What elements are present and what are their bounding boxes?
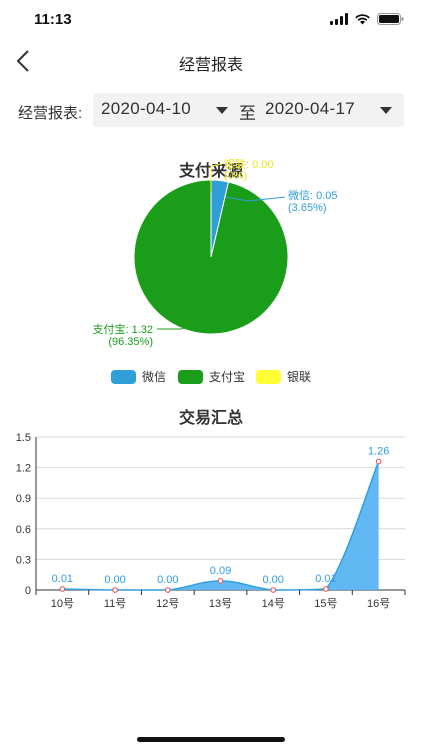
data-label: 0.00 bbox=[263, 574, 284, 586]
filter-label: 经营报表: bbox=[18, 105, 83, 122]
home-indicator bbox=[137, 737, 285, 742]
back-button[interactable] bbox=[10, 46, 38, 76]
legend-swatch-unionpay bbox=[256, 370, 281, 384]
legend-swatch-alipay bbox=[178, 370, 203, 384]
cellular-signal-icon bbox=[330, 13, 348, 25]
pie-legend: 微信 支付宝 银联 bbox=[111, 370, 311, 384]
data-label: 0.00 bbox=[157, 574, 178, 586]
x-tick-label: 11号 bbox=[104, 597, 126, 610]
pie-label-name-wechat: 微信: 0.05 bbox=[288, 188, 338, 202]
x-tick-label: 10号 bbox=[51, 597, 74, 610]
pie-label-pct-alipay: (96.35%) bbox=[108, 336, 153, 348]
x-tick-label: 15号 bbox=[314, 597, 337, 610]
end-date-dropdown-icon[interactable] bbox=[380, 107, 392, 114]
legend-item-alipay[interactable]: 支付宝 bbox=[178, 370, 245, 384]
wifi-icon bbox=[355, 14, 370, 25]
pie-label-pct-wechat: (3.65%) bbox=[288, 202, 327, 214]
data-label: 0.01 bbox=[315, 573, 336, 585]
data-point[interactable] bbox=[112, 587, 118, 593]
legend-label-unionpay: 银联 bbox=[287, 370, 311, 384]
nav-bar: 经营报表 bbox=[0, 42, 422, 82]
data-point[interactable] bbox=[270, 587, 277, 593]
line-axes: 0 0.3 0.6 0.9 1.2 1.5 10号 11号 12号 13号 14号 15号 16号 bbox=[16, 432, 406, 610]
pie-slices bbox=[133, 179, 289, 335]
start-date-dropdown-icon[interactable] bbox=[216, 107, 228, 114]
date-range-box: 2020-04-10 至 2020-04-17 bbox=[93, 93, 404, 127]
y-tick-label: 0.3 bbox=[16, 554, 31, 566]
pie-label-pct-unionpay: (0%) bbox=[224, 170, 247, 182]
x-tick-label: 16号 bbox=[367, 597, 390, 610]
x-tick-label: 12号 bbox=[156, 597, 179, 610]
data-point[interactable] bbox=[217, 578, 224, 584]
date-filter: 经营报表: 2020-04-10 至 2020-04-17 bbox=[0, 93, 422, 129]
legend-label-wechat: 微信 bbox=[142, 370, 166, 384]
payment-source-chart: 支付来源 微信: 0.05 (3.65%) 支付宝: 1.32 (96.35%)… bbox=[92, 157, 338, 384]
line-series: 0.01 0.00 0.00 0.09 0.00 0.01 1.26 bbox=[52, 445, 389, 593]
pie-leader-alipay bbox=[157, 315, 208, 330]
legend-item-unionpay[interactable]: 银联 bbox=[256, 370, 311, 384]
y-tick-label: 1.2 bbox=[16, 463, 31, 475]
date-separator: 至 bbox=[239, 104, 256, 123]
pie-label-name-alipay: 支付宝: 1.32 bbox=[92, 322, 153, 336]
x-tick-label: 14号 bbox=[262, 597, 285, 610]
legend-label-alipay: 支付宝 bbox=[209, 370, 245, 384]
end-date-select[interactable]: 2020-04-17 bbox=[265, 99, 355, 118]
legend-swatch-wechat bbox=[111, 370, 136, 384]
data-point[interactable] bbox=[164, 587, 171, 593]
pie-leader-wechat bbox=[225, 196, 286, 202]
page-title: 经营报表 bbox=[178, 57, 243, 74]
status-bar: 11:13 bbox=[0, 0, 422, 40]
legend-item-wechat[interactable]: 微信 bbox=[111, 370, 166, 384]
data-point[interactable] bbox=[59, 586, 66, 592]
data-label: 0.09 bbox=[210, 565, 231, 577]
status-time: 11:13 bbox=[34, 11, 72, 28]
data-label: 0.00 bbox=[104, 574, 125, 586]
transaction-summary-chart: 交易汇总 0.01 0.00 0.00 0.09 0.00 0.01 1.26 0 0.3 0.… bbox=[16, 408, 406, 610]
pie-slice-alipay[interactable] bbox=[133, 179, 289, 335]
y-tick-label: 1.5 bbox=[16, 432, 31, 444]
pie-leader-unionpay bbox=[210, 163, 223, 192]
y-tick-label: 0.9 bbox=[16, 493, 31, 505]
start-date-select[interactable]: 2020-04-10 bbox=[101, 99, 191, 118]
data-label: 1.26 bbox=[368, 445, 389, 457]
y-tick-label: 0 bbox=[25, 585, 31, 597]
chevron-left-icon bbox=[16, 50, 29, 72]
area-fill bbox=[62, 461, 379, 590]
status-icons bbox=[330, 13, 404, 25]
y-tick-label: 0.6 bbox=[16, 524, 31, 536]
data-point[interactable] bbox=[375, 458, 382, 465]
x-tick-label: 13号 bbox=[209, 597, 232, 610]
data-label: 0.01 bbox=[52, 573, 73, 585]
data-point[interactable] bbox=[323, 586, 329, 592]
pie-label-name-unionpay: 银联: 0.00 bbox=[224, 157, 274, 171]
line-title: 交易汇总 bbox=[179, 408, 243, 427]
battery-icon bbox=[377, 13, 404, 25]
